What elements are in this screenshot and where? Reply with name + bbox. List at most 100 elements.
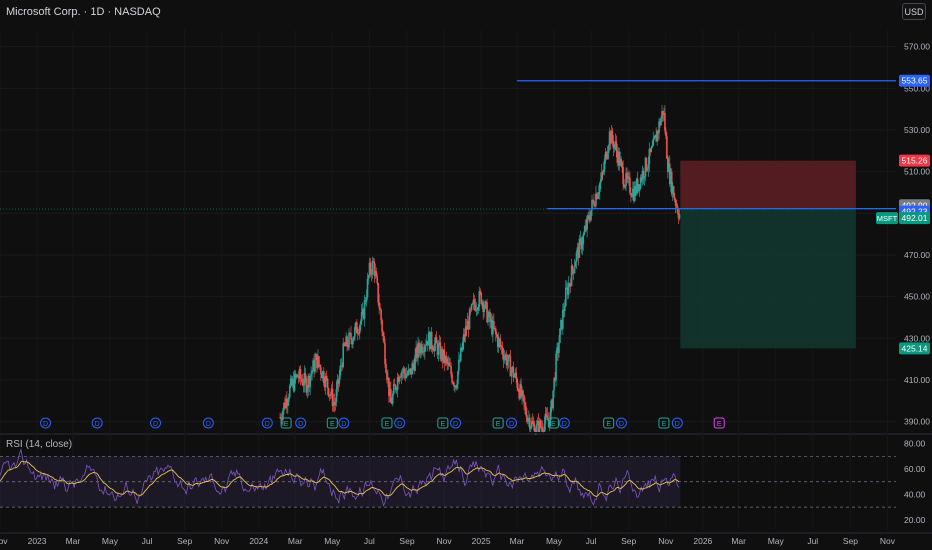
candle-body [448, 362, 450, 366]
candle-body [388, 377, 390, 396]
candle-body [604, 151, 607, 160]
candle-body [488, 311, 490, 316]
candle-body [387, 377, 389, 380]
candle-body [359, 321, 362, 326]
candle-body [671, 186, 674, 194]
candle-body [577, 247, 580, 258]
rsi-ma-line [0, 460, 680, 498]
candle-body [519, 384, 521, 399]
price-tick-label: 450.00 [904, 292, 930, 302]
candle-body [331, 388, 334, 407]
candle-body [610, 130, 613, 144]
price-label-box [899, 212, 930, 225]
price-label-box [899, 154, 930, 167]
dividend-event-icon [150, 417, 162, 429]
candle-body [499, 340, 502, 347]
candle-body [652, 138, 655, 147]
candle-body [665, 130, 667, 137]
candle-body [513, 375, 516, 378]
candle-body [395, 389, 398, 391]
candle-body [516, 378, 518, 388]
candle-body [343, 343, 345, 345]
candle-body [421, 344, 423, 353]
candle-body [400, 372, 403, 378]
candle-body [393, 384, 396, 386]
candle-body [642, 170, 645, 179]
candle-body [337, 379, 340, 384]
candle-body [583, 231, 586, 235]
candle-body [417, 342, 419, 359]
dividend-event-icon [615, 417, 627, 429]
candle-body [585, 225, 587, 230]
candle-body [385, 363, 387, 373]
candle-body [465, 326, 468, 330]
time-tick-label: May [324, 536, 341, 546]
candle-body [427, 332, 430, 346]
candle-body [414, 355, 416, 371]
candle-body [637, 184, 640, 191]
candle-body [478, 291, 481, 307]
event-label: D [675, 421, 680, 428]
candle-body [483, 308, 485, 312]
candle-body [424, 346, 426, 352]
candle-body [561, 320, 563, 330]
earnings-event-icon [492, 417, 504, 429]
candle-body [595, 193, 597, 206]
candle-body [497, 338, 500, 347]
candle-body [287, 401, 289, 406]
candle-body [370, 272, 373, 275]
candle-body [355, 322, 357, 328]
candle-body [380, 309, 382, 321]
candle-body [605, 151, 608, 159]
price-tick-label: 550.00 [904, 83, 930, 93]
candle-body [369, 262, 372, 273]
candle-body [525, 406, 527, 415]
currency-button[interactable]: USD [902, 3, 926, 20]
price-label-box [899, 74, 930, 87]
candle-body [435, 337, 438, 344]
candle-body [436, 343, 439, 355]
candle-body [304, 373, 307, 379]
candle-body [356, 322, 358, 334]
event-label: E [662, 421, 667, 428]
candle-body [295, 374, 298, 378]
candle-body [323, 383, 326, 388]
candle-body [599, 179, 602, 184]
candle-body [493, 321, 495, 329]
time-tick-label: Sep [621, 536, 636, 546]
candle-body [319, 364, 321, 368]
candle-body [530, 421, 533, 427]
candle-body [432, 349, 435, 352]
candle-body [406, 374, 409, 376]
candle-body [333, 401, 336, 406]
candle-body [543, 423, 546, 432]
candle-body [454, 385, 456, 387]
event-label: E [606, 421, 611, 428]
candle-body [416, 347, 418, 359]
candle-body [470, 304, 473, 311]
time-tick-label: Sep [843, 536, 858, 546]
candle-body [539, 420, 542, 427]
candle-body [571, 265, 574, 271]
candle-body [586, 216, 588, 230]
candle-body [457, 371, 459, 385]
candle-body [288, 386, 291, 398]
candle-body [460, 347, 462, 361]
candle-body [574, 262, 577, 267]
candle-body [296, 374, 299, 377]
candle-body [573, 266, 576, 274]
candle-body [565, 287, 568, 289]
candle-body [408, 369, 411, 372]
candle-body [409, 368, 412, 372]
candle-body [423, 351, 425, 353]
price-tick-label: 530.00 [904, 125, 930, 135]
candle-body [639, 177, 642, 189]
rsi-tick-label: 80.00 [904, 439, 926, 449]
candle-body [420, 344, 422, 354]
candle-body [668, 163, 670, 172]
candle-body [346, 336, 348, 346]
candle-body [581, 244, 584, 250]
event-label: D [265, 421, 270, 428]
candle-body [602, 169, 605, 173]
